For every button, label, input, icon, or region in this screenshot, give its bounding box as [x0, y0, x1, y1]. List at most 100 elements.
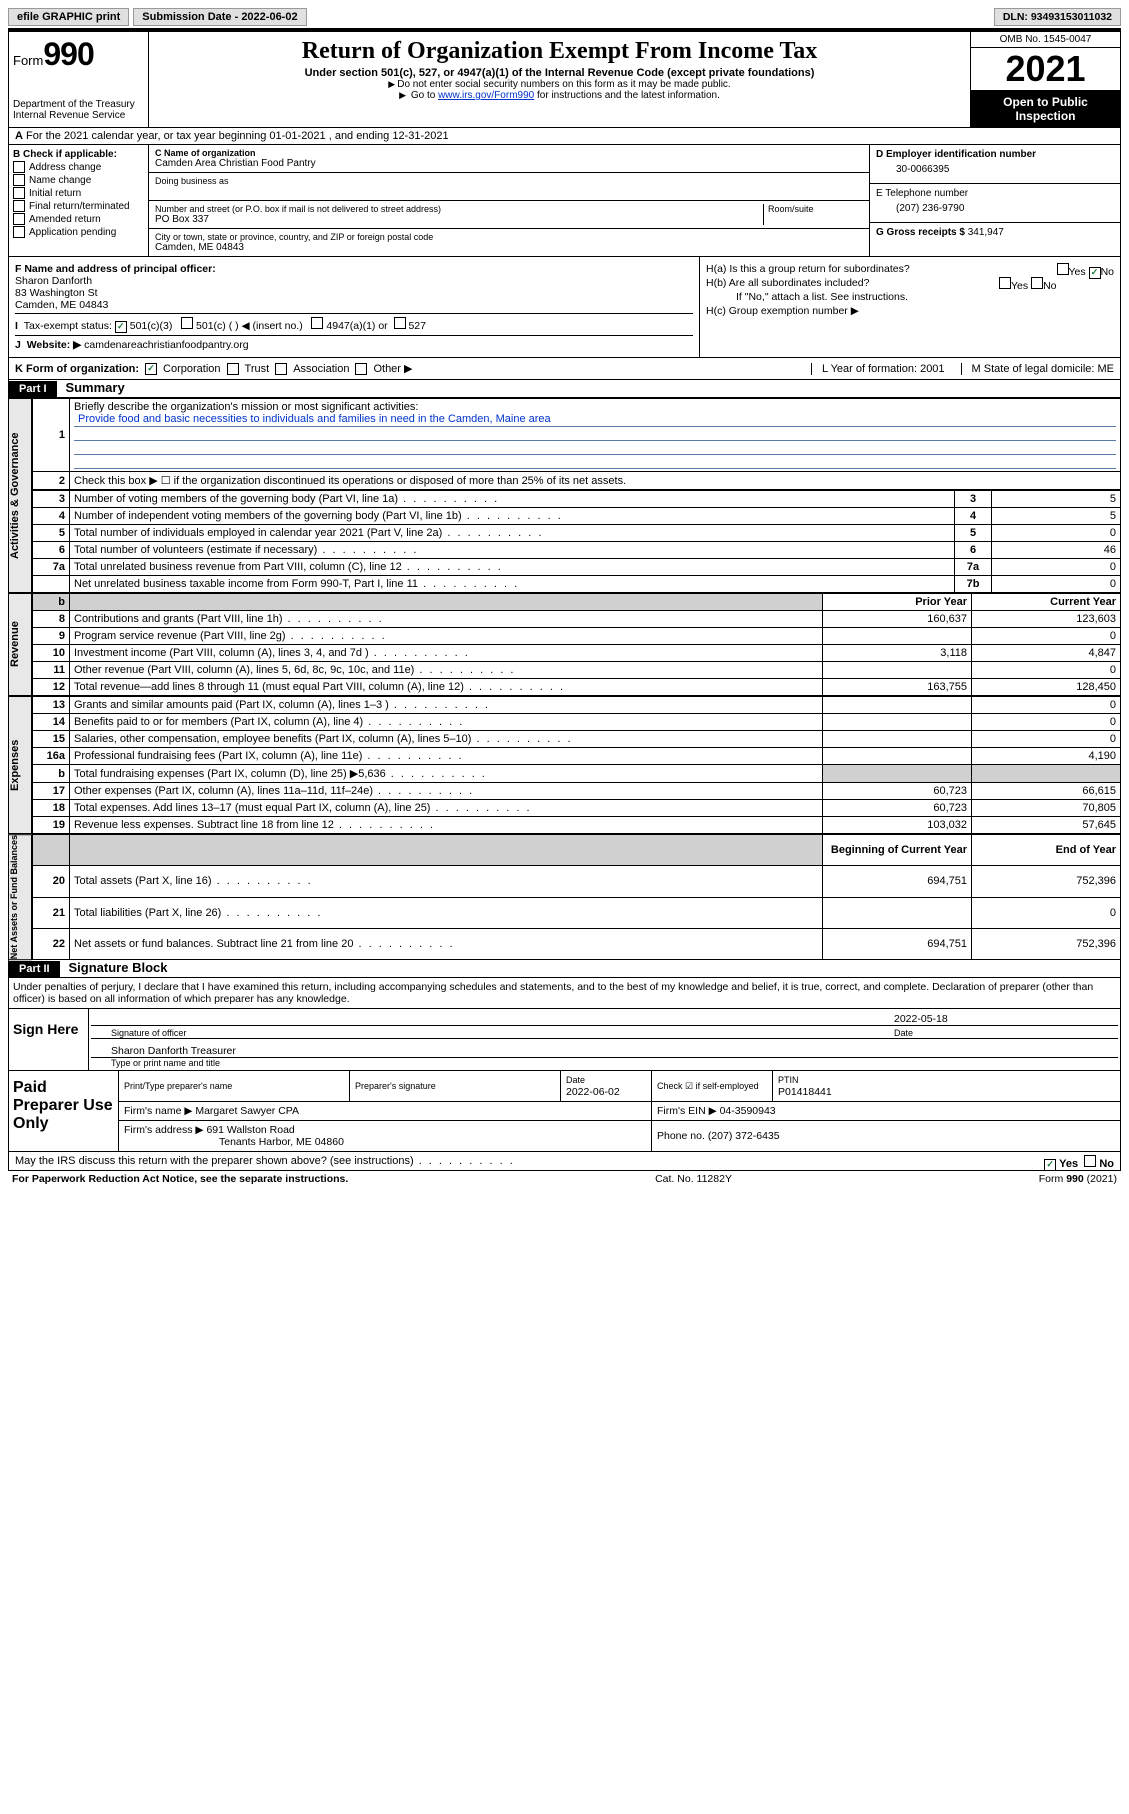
- table-row: 22Net assets or fund balances. Subtract …: [33, 928, 1121, 959]
- vert-revenue: Revenue: [8, 593, 32, 696]
- firm-addr1: 691 Wallston Road: [206, 1124, 294, 1136]
- header-center: Return of Organization Exempt From Incom…: [149, 32, 970, 127]
- cb-4947[interactable]: [311, 317, 323, 329]
- cb-ha-yes[interactable]: [1057, 263, 1069, 275]
- cb-app-pending[interactable]: [13, 226, 25, 238]
- g-label: G Gross receipts $: [876, 227, 965, 238]
- firm-name-value: Margaret Sawyer CPA: [195, 1105, 299, 1117]
- cb-other[interactable]: [355, 363, 367, 375]
- efile-button[interactable]: efile GRAPHIC print: [8, 8, 129, 26]
- officer-name-title: Sharon Danforth Treasurer: [91, 1039, 1118, 1057]
- page-footer: For Paperwork Reduction Act Notice, see …: [8, 1171, 1121, 1187]
- vert-activities-governance: Activities & Governance: [8, 398, 32, 593]
- form-label: Form: [13, 53, 43, 68]
- col-c-org-info: C Name of organization Camden Area Chris…: [149, 145, 870, 256]
- cb-discuss-no[interactable]: [1084, 1155, 1096, 1167]
- irs-link[interactable]: www.irs.gov/Form990: [438, 90, 534, 101]
- mission-text: Provide food and basic necessities to in…: [74, 413, 1116, 427]
- row-k: K Form of organization: Corporation Trus…: [8, 358, 1121, 380]
- lbl-yes: Yes: [1069, 266, 1086, 278]
- ag-table: 1 Briefly describe the organization's mi…: [32, 398, 1121, 490]
- prior-year-header: Prior Year: [823, 594, 972, 611]
- paperwork-notice: For Paperwork Reduction Act Notice, see …: [12, 1173, 348, 1185]
- dept-treasury: Department of the Treasury: [13, 99, 144, 110]
- cb-527[interactable]: [394, 317, 406, 329]
- e-label: E Telephone number: [876, 188, 1114, 199]
- part2-title: Signature Block: [63, 960, 168, 975]
- city-value: Camden, ME 04843: [155, 242, 863, 253]
- paid-preparer-label: Paid Preparer Use Only: [9, 1071, 119, 1151]
- lbl-527: 527: [408, 320, 426, 332]
- cb-trust[interactable]: [227, 363, 239, 375]
- officer-name: Sharon Danforth: [15, 275, 92, 287]
- table-row: 13Grants and similar amounts paid (Part …: [33, 697, 1121, 714]
- line1-label: Briefly describe the organization's miss…: [74, 401, 418, 413]
- org-name: Camden Area Christian Food Pantry: [155, 158, 863, 169]
- form-number: 990: [43, 36, 93, 72]
- cb-ha-no[interactable]: [1089, 267, 1101, 279]
- sign-here-label: Sign Here: [9, 1009, 89, 1070]
- pt-date-value: 2022-06-02: [566, 1086, 620, 1098]
- discuss-yes: Yes: [1059, 1158, 1078, 1170]
- omb-number: OMB No. 1545-0047: [971, 32, 1120, 47]
- pt-sig-label: Preparer's signature: [355, 1081, 436, 1091]
- cb-initial-return[interactable]: [13, 187, 25, 199]
- table-row: 14Benefits paid to or for members (Part …: [33, 714, 1121, 731]
- line2-text: Check this box ▶ ☐ if the organization d…: [70, 472, 1121, 490]
- lbl-yes2: Yes: [1011, 280, 1028, 292]
- sig-officer-label: Signature of officer: [111, 1028, 894, 1038]
- lbl-final-return: Final return/terminated: [29, 201, 130, 212]
- header-right: OMB No. 1545-0047 2021 Open to Public In…: [970, 32, 1120, 127]
- name-title-label: Type or print name and title: [91, 1057, 1118, 1068]
- cb-assoc[interactable]: [275, 363, 287, 375]
- cb-final-return[interactable]: [13, 200, 25, 212]
- j-label: Website: ▶: [27, 339, 82, 351]
- part1-title: Summary: [59, 380, 124, 395]
- table-row: 21Total liabilities (Part X, line 26)0: [33, 897, 1121, 928]
- cb-address-change[interactable]: [13, 161, 25, 173]
- c-label: C Name of organization: [155, 148, 863, 158]
- lbl-501c: 501(c) ( ) ◀ (insert no.): [196, 320, 303, 332]
- table-row: bTotal fundraising expenses (Part IX, co…: [33, 765, 1121, 783]
- table-row: 15Salaries, other compensation, employee…: [33, 731, 1121, 748]
- col-b-checkboxes: B Check if applicable: Address change Na…: [9, 145, 149, 256]
- cb-hb-no[interactable]: [1031, 277, 1043, 289]
- addr-value: PO Box 337: [155, 214, 763, 225]
- k-label: K Form of organization:: [15, 363, 139, 375]
- row-a-tax-year: A For the 2021 calendar year, or tax yea…: [8, 128, 1121, 145]
- cb-501c3[interactable]: [115, 321, 127, 333]
- cb-501c[interactable]: [181, 317, 193, 329]
- fhi-left-col: F Name and address of principal officer:…: [9, 257, 700, 357]
- irs-label: Internal Revenue Service: [13, 110, 144, 121]
- firm-ein-value: 04-3590943: [720, 1105, 776, 1117]
- open-inspection: Open to Public Inspection: [971, 91, 1120, 127]
- firm-addr2: Tenants Harbor, ME 04860: [124, 1136, 344, 1148]
- form-title: Return of Organization Exempt From Incom…: [157, 38, 962, 65]
- cb-discuss-yes[interactable]: [1044, 1159, 1056, 1171]
- table-row: 10Investment income (Part VIII, column (…: [33, 645, 1121, 662]
- form-header: Form990 Department of the Treasury Inter…: [8, 31, 1121, 128]
- table-row: 7aTotal unrelated business revenue from …: [33, 559, 1121, 576]
- discuss-no: No: [1099, 1158, 1114, 1170]
- lbl-no2: No: [1043, 280, 1056, 292]
- table-row: 6Total number of volunteers (estimate if…: [33, 542, 1121, 559]
- cb-name-change[interactable]: [13, 174, 25, 186]
- sig-date-label: Date: [894, 1028, 1114, 1038]
- declaration-text: Under penalties of perjury, I declare th…: [8, 978, 1121, 1009]
- dba-label: Doing business as: [155, 176, 863, 186]
- lbl-address-change: Address change: [29, 162, 101, 173]
- hb-note: If "No," attach a list. See instructions…: [706, 291, 1114, 303]
- part1-label: Part I: [9, 381, 57, 397]
- ein-value: 30-0066395: [876, 160, 1114, 179]
- header-left: Form990 Department of the Treasury Inter…: [9, 32, 149, 127]
- tax-year: 2021: [971, 47, 1120, 91]
- section-f-h-i: F Name and address of principal officer:…: [8, 257, 1121, 358]
- cb-hb-yes[interactable]: [999, 277, 1011, 289]
- cb-corp[interactable]: [145, 363, 157, 375]
- lbl-corp: Corporation: [163, 363, 220, 375]
- table-row: 3Number of voting members of the governi…: [33, 491, 1121, 508]
- part2-label: Part II: [9, 961, 60, 977]
- sign-here-section: Sign Here 2022-05-18 Signature of office…: [8, 1009, 1121, 1071]
- top-toolbar: efile GRAPHIC print Submission Date - 20…: [8, 8, 1121, 26]
- cb-amended-return[interactable]: [13, 213, 25, 225]
